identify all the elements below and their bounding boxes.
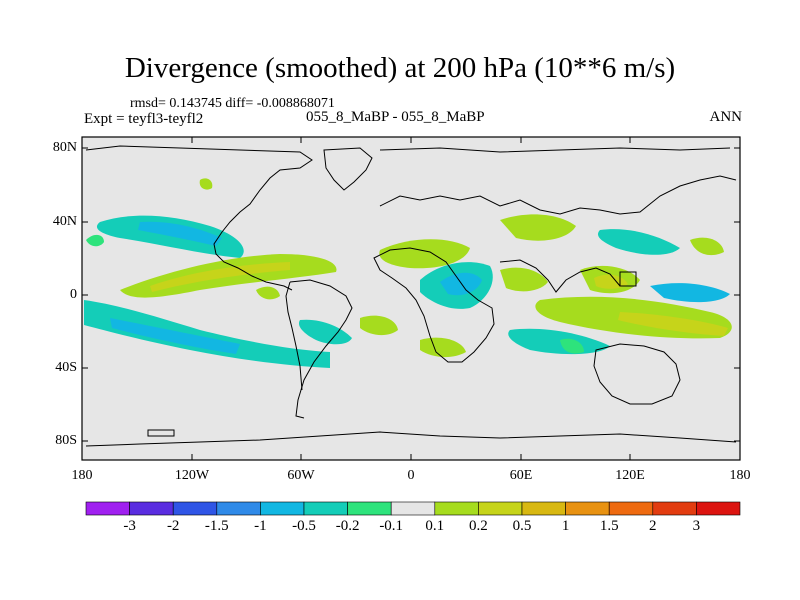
- contour-lime-pacific-e: [690, 237, 724, 256]
- colorbar-swatch: [434, 501, 479, 516]
- coastline-australia: [593, 343, 681, 405]
- colorbar-label: -1: [254, 518, 267, 534]
- colorbar-swatch: [216, 501, 261, 516]
- contour-lime-atlantic: [360, 315, 398, 336]
- colorbar-label: 2: [649, 518, 657, 534]
- lon-label-60e: 60E: [509, 468, 533, 483]
- coastline-arctic: [379, 147, 731, 153]
- experiment-label: Expt = teyfl3-teyfl2: [84, 111, 204, 127]
- contour-blue-e-pacific: [650, 283, 730, 303]
- lon-label-180w: 180: [71, 468, 93, 483]
- colorbar-label: -0.1: [379, 518, 404, 534]
- colorbar-swatch: [172, 501, 218, 516]
- contour-blue-n-pacific: [138, 221, 222, 246]
- colorbar-label: -2: [166, 518, 180, 534]
- colorbar-label: -0.5: [292, 518, 316, 534]
- contour-green-small2: [199, 178, 213, 190]
- lon-label-180e: 180: [729, 468, 751, 483]
- contour-teal-w-pacific: [597, 229, 680, 255]
- coastline-africa: [373, 247, 495, 363]
- contour-teal-atlantic: [298, 319, 352, 345]
- colorbar-swatch: [129, 501, 174, 516]
- divergence-field: [84, 178, 732, 368]
- coastline-south-america: [289, 279, 353, 419]
- contour-green-small1: [86, 234, 104, 247]
- colorbar-label: 3: [692, 518, 701, 534]
- colorbar-label: -0.2: [335, 518, 360, 534]
- lon-label-120e: 120E: [615, 468, 645, 483]
- season-label: ANN: [709, 109, 743, 125]
- colorbar-swatch: [260, 501, 305, 516]
- lat-label-80s: 80S: [55, 433, 77, 448]
- lat-label-80n: 80N: [52, 140, 77, 155]
- coastline-greenland: [323, 147, 373, 191]
- contour-olive-n-band: [150, 262, 290, 292]
- colorbar-swatch: [608, 501, 654, 516]
- coastline-antarctica: [85, 431, 737, 447]
- stats-line: rmsd= 0.143745 diff= -0.008868071: [130, 96, 335, 111]
- coastlines: [85, 145, 737, 447]
- colorbar-label: 0.2: [469, 518, 488, 534]
- plot-title: Divergence (smoothed) at 200 hPa (10**6 …: [124, 52, 676, 84]
- coastline-island-1: [147, 429, 175, 437]
- map-background: [82, 137, 740, 460]
- colorbar-label: -1.5: [204, 518, 229, 534]
- colorbar-swatch: [390, 501, 436, 516]
- colorbar-label: 1.5: [599, 518, 619, 534]
- colorbar-label: 0.1: [425, 518, 445, 534]
- coastline-eurasia: [379, 175, 737, 215]
- contour-lime-africa-e: [500, 267, 548, 292]
- contour-teal-indian: [508, 328, 610, 355]
- colorbar-swatch: [565, 501, 610, 516]
- colorbar-swatch: [85, 501, 130, 516]
- lat-label-40s: 40S: [55, 360, 77, 375]
- colorbar-swatch: [303, 501, 348, 516]
- colorbar-swatch: [347, 501, 392, 516]
- contour-teal-s-pacific: [84, 300, 330, 368]
- colorbar-label: -3: [123, 518, 136, 534]
- colorbar-swatch: [521, 501, 566, 516]
- colorbar-label: 0.5: [512, 518, 532, 534]
- contour-lime-china: [500, 214, 576, 241]
- contour-lime-asia: [379, 239, 470, 269]
- lat-label-40n: 40N: [52, 214, 77, 229]
- lon-label-60w: 60W: [287, 468, 315, 483]
- lon-label-0: 0: [407, 468, 415, 483]
- lon-label-120w: 120W: [174, 468, 210, 483]
- contour-blue-s-pacific: [110, 318, 240, 354]
- coastline-north-america: [85, 145, 313, 291]
- contour-teal-n-pacific: [96, 215, 244, 258]
- axis-ticks: [82, 137, 740, 460]
- contour-olive-s-band: [618, 312, 728, 336]
- contour-green-indian: [560, 338, 584, 354]
- case-pair-label: 055_8_MaBP - 055_8_MaBP: [306, 109, 485, 125]
- colorbar-swatch: [696, 501, 741, 516]
- coastline-south-asia: [499, 259, 621, 293]
- coastline-island-2: [619, 271, 637, 287]
- colorbar-swatch: [478, 501, 523, 516]
- contour-blue-africa: [440, 272, 482, 296]
- coastline-south-america-w: [285, 281, 303, 391]
- contour-lime-sa: [256, 286, 280, 300]
- colorbar: [85, 501, 741, 516]
- lat-label-0: 0: [70, 287, 77, 302]
- colorbar-label: 1: [561, 518, 570, 534]
- colorbar-swatch: [652, 501, 697, 516]
- contour-lime-s-indian: [420, 337, 466, 358]
